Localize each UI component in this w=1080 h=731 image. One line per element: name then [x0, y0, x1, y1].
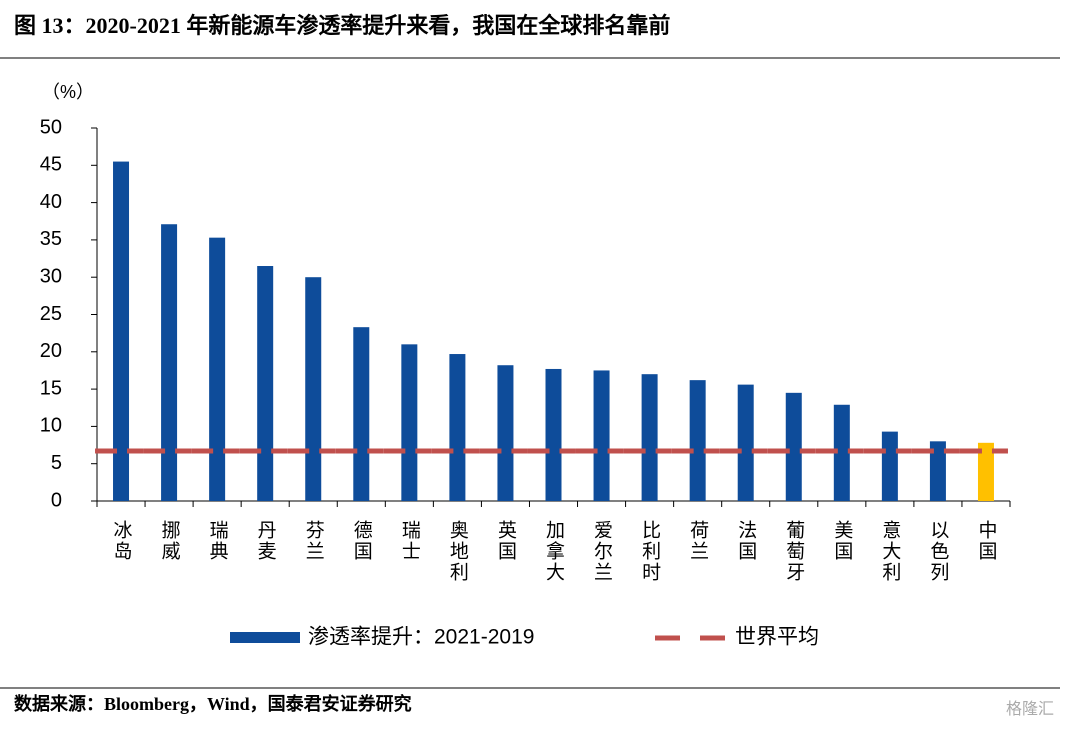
y-tick-label: 40	[40, 191, 62, 213]
bar	[401, 344, 418, 501]
x-tick-label: 比利时	[639, 520, 661, 583]
y-tick-label: 35	[40, 228, 62, 250]
bar	[497, 365, 514, 501]
y-tick-label: 15	[40, 377, 62, 399]
source: 数据来源：Bloomberg，Wind，国泰君安证券研究	[14, 693, 412, 714]
bar	[353, 327, 370, 501]
x-tick-label: 加拿大	[543, 520, 565, 583]
bar	[113, 161, 130, 501]
y-tick-label: 0	[51, 489, 62, 511]
x-tick-label: 意大利	[879, 520, 901, 583]
x-tick-label: 德国	[351, 520, 373, 562]
x-tick-label: 挪威	[159, 520, 181, 562]
bar	[305, 277, 322, 501]
y-tick-label: 5	[51, 452, 62, 474]
legend-label: 渗透率提升：2021-2019	[308, 626, 534, 649]
x-tick-label: 奥地利	[447, 520, 469, 583]
bar	[881, 431, 898, 501]
bar	[689, 380, 706, 501]
y-tick-label: 10	[40, 415, 62, 437]
x-tick-label: 瑞士	[399, 520, 421, 562]
y-unit-label: （%）	[42, 82, 94, 102]
x-tick-label: 美国	[831, 520, 853, 562]
bar	[737, 384, 754, 501]
chart-title: 图 13：2020-2021 年新能源车渗透率提升来看，我国在全球排名靠前	[14, 13, 670, 38]
x-tick-label: 以色列	[927, 520, 949, 583]
x-tick-label: 冰岛	[111, 520, 132, 562]
bar	[161, 224, 178, 501]
legend-swatch	[230, 632, 300, 643]
y-tick-label: 25	[40, 303, 62, 325]
x-tick-label: 瑞典	[207, 520, 229, 562]
x-tick-label: 法国	[735, 520, 757, 562]
bar	[593, 370, 610, 501]
y-tick-label: 45	[40, 154, 62, 176]
y-tick-label: 50	[40, 116, 62, 138]
bar	[833, 404, 850, 501]
bar	[641, 374, 658, 501]
bar	[929, 441, 946, 501]
bar	[977, 442, 994, 501]
x-tick-label: 丹麦	[255, 520, 277, 562]
watermark: 格隆汇	[1006, 700, 1054, 718]
y-tick-label: 30	[40, 265, 62, 287]
x-tick-label: 英国	[495, 520, 517, 562]
bar	[545, 368, 562, 501]
x-tick-label: 荷兰	[687, 520, 709, 562]
x-tick-label: 芬兰	[303, 520, 325, 562]
y-tick-label: 20	[40, 340, 62, 362]
bar	[257, 266, 274, 501]
x-tick-label: 中国	[975, 520, 996, 562]
bar	[449, 354, 466, 501]
x-tick-label: 葡萄牙	[783, 520, 805, 583]
legend-label: 世界平均	[735, 626, 819, 649]
bar	[785, 392, 802, 501]
bar	[209, 237, 226, 502]
x-tick-label: 爱尔兰	[591, 520, 613, 583]
